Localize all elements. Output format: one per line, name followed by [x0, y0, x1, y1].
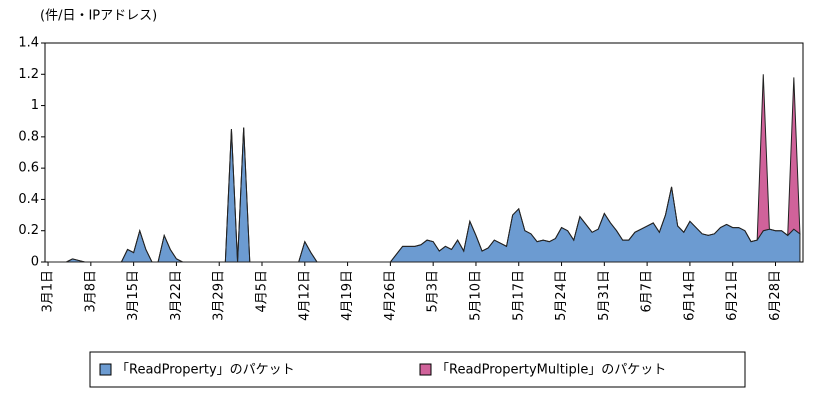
y-tick-label: 1.2 — [18, 67, 39, 82]
x-tick-label: 5月31日 — [597, 270, 612, 321]
legend-swatch — [419, 363, 432, 376]
y-axis-label: (件/日・IPアドレス) — [40, 9, 157, 24]
x-tick-label: 6月21日 — [725, 270, 740, 321]
x-tick-label: 4月12日 — [297, 270, 312, 321]
x-tick-label: 5月3日 — [426, 270, 441, 313]
legend-label: 「ReadProperty」のパケット — [116, 363, 295, 378]
legend-label: 「ReadPropertyMultiple」のパケット — [436, 363, 666, 378]
x-tick-label: 4月19日 — [340, 270, 355, 321]
x-tick-label: 4月5日 — [255, 270, 270, 313]
area — [48, 74, 801, 263]
x-tick-label: 3月15日 — [126, 270, 141, 321]
y-tick-label: 0 — [31, 255, 39, 270]
x-tick-label: 3月8日 — [83, 270, 98, 313]
y-tick-label: 0.8 — [18, 129, 39, 144]
legend-swatch — [99, 363, 112, 376]
y-tick-label: 1 — [31, 98, 39, 113]
x-tick-label: 6月7日 — [640, 270, 655, 313]
legend — [89, 351, 746, 388]
y-tick-label: 0.6 — [18, 161, 39, 176]
x-tick-label: 5月10日 — [468, 270, 483, 321]
x-tick-label: 6月28日 — [768, 270, 783, 321]
x-tick-label: 3月22日 — [169, 270, 184, 321]
x-tick-label: 5月17日 — [511, 270, 526, 321]
x-tick-label: 6月14日 — [682, 270, 697, 321]
y-tick-label: 0.2 — [18, 223, 39, 238]
y-tick-label: 0.4 — [18, 192, 39, 207]
x-tick-label: 5月24日 — [554, 270, 569, 321]
x-tick-label: 3月1日 — [41, 270, 56, 313]
x-tick-label: 4月26日 — [383, 270, 398, 321]
x-tick-label: 3月29日 — [212, 270, 227, 321]
y-tick-label: 1.4 — [18, 36, 39, 51]
